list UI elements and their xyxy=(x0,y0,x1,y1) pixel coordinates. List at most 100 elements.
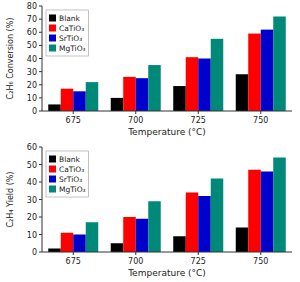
bar xyxy=(61,233,74,252)
x-tick-label: 675 xyxy=(66,257,81,266)
legend-swatch xyxy=(49,186,56,193)
y-tick xyxy=(39,217,42,218)
bar xyxy=(186,57,199,111)
y-tick-label: 60 xyxy=(27,143,37,152)
y-tick-label: 80 xyxy=(27,2,37,11)
legend-label: MgTiO₃ xyxy=(59,185,86,194)
y-tick xyxy=(39,58,42,59)
bar xyxy=(211,39,224,111)
x-tick-label: 750 xyxy=(253,257,268,266)
legend-swatch xyxy=(49,25,56,32)
chart-panel: 0102030405060675700725750Temperature (°C… xyxy=(6,143,293,278)
legend-label: SrTiO₃ xyxy=(59,34,82,43)
legend-label: Blank xyxy=(59,155,81,164)
y-tick-label: 50 xyxy=(27,41,37,50)
x-axis-line xyxy=(42,252,292,253)
bar xyxy=(236,74,249,111)
bar xyxy=(273,158,286,253)
y-tick xyxy=(39,234,42,235)
x-tick xyxy=(73,111,74,114)
y-tick xyxy=(39,84,42,85)
legend-label: MgTiO₃ xyxy=(59,44,86,53)
x-axis-label: Temperature (°C) xyxy=(127,127,206,137)
y-tick xyxy=(39,32,42,33)
y-tick-label: 40 xyxy=(27,55,37,64)
y-tick xyxy=(39,164,42,165)
bar xyxy=(261,172,274,253)
legend: BlankCaTiO₃SrTiO₃MgTiO₃ xyxy=(46,10,89,56)
y-tick xyxy=(39,182,42,183)
y-tick xyxy=(39,111,42,112)
x-tick-label: 725 xyxy=(191,257,206,266)
y-tick-label: 20 xyxy=(27,213,37,222)
bar xyxy=(123,217,136,252)
bar xyxy=(73,235,86,253)
y-tick-label: 60 xyxy=(27,28,37,37)
y-tick xyxy=(39,71,42,72)
chart-canvas: 0 10 20 30 40 50 60 70 80 675 700 725 750 Temperature… xyxy=(0,0,300,282)
bar xyxy=(148,201,161,252)
legend-box xyxy=(46,10,89,56)
legend-swatch xyxy=(49,166,56,173)
y-tick xyxy=(39,45,42,46)
bar xyxy=(173,86,186,111)
x-axis-line xyxy=(42,111,292,112)
bar xyxy=(248,170,261,252)
bar xyxy=(198,196,211,252)
bar xyxy=(86,222,99,252)
y-tick-label: 10 xyxy=(27,94,37,103)
y-tick xyxy=(39,199,42,200)
x-tick xyxy=(198,111,199,114)
bar xyxy=(236,228,249,253)
y-tick-label: 20 xyxy=(27,81,37,90)
bar xyxy=(111,98,124,111)
chart-panel: 0 10 20 30 40 50 60 70 80 675 700 725 750 Temperature… xyxy=(6,2,293,137)
bar xyxy=(48,249,61,253)
bar xyxy=(173,236,186,252)
y-tick-label: 50 xyxy=(27,161,37,170)
bar xyxy=(48,104,61,111)
bar xyxy=(136,78,149,111)
legend-swatch xyxy=(49,35,56,42)
bar xyxy=(186,193,199,253)
y-tick-label: 30 xyxy=(27,68,37,77)
y-tick-label: 70 xyxy=(27,15,37,24)
bars xyxy=(48,158,286,253)
bars xyxy=(48,17,286,112)
x-tick xyxy=(135,252,136,255)
y-axis-label: C₂H₄ Yield (%) xyxy=(6,172,15,228)
legend-swatch xyxy=(49,15,56,22)
bar xyxy=(273,17,286,112)
legend: BlankCaTiO₃SrTiO₃MgTiO₃ xyxy=(46,151,89,197)
y-tick-label: 0 xyxy=(32,248,37,257)
x-tick-label: 675 xyxy=(66,116,81,125)
x-tick-label: 700 xyxy=(128,116,143,125)
y-tick xyxy=(39,252,42,253)
bar xyxy=(86,82,99,111)
x-tick xyxy=(260,252,261,255)
legend-swatch xyxy=(49,176,56,183)
legend-swatch xyxy=(49,45,56,52)
x-tick xyxy=(73,252,74,255)
y-tick xyxy=(39,19,42,20)
x-tick-label: 725 xyxy=(191,116,206,125)
bar xyxy=(136,219,149,252)
legend-label: CaTiO₃ xyxy=(59,24,84,33)
legend-label: CaTiO₃ xyxy=(59,165,84,174)
x-tick xyxy=(135,111,136,114)
bar xyxy=(261,30,274,111)
x-axis-label: Temperature (°C) xyxy=(127,268,206,278)
legend-swatch xyxy=(49,156,56,163)
bar xyxy=(248,34,261,111)
x-tick xyxy=(198,252,199,255)
x-tick-label: 750 xyxy=(253,116,268,125)
y-tick-label: 10 xyxy=(27,231,37,240)
x-tick-label: 700 xyxy=(128,257,143,266)
y-tick-label: 0 xyxy=(32,107,37,116)
bar xyxy=(148,65,161,111)
legend-box xyxy=(46,151,89,197)
bar xyxy=(123,77,136,111)
y-tick-label: 40 xyxy=(27,178,37,187)
legend-label: SrTiO₃ xyxy=(59,175,82,184)
legend-label: Blank xyxy=(59,14,81,23)
